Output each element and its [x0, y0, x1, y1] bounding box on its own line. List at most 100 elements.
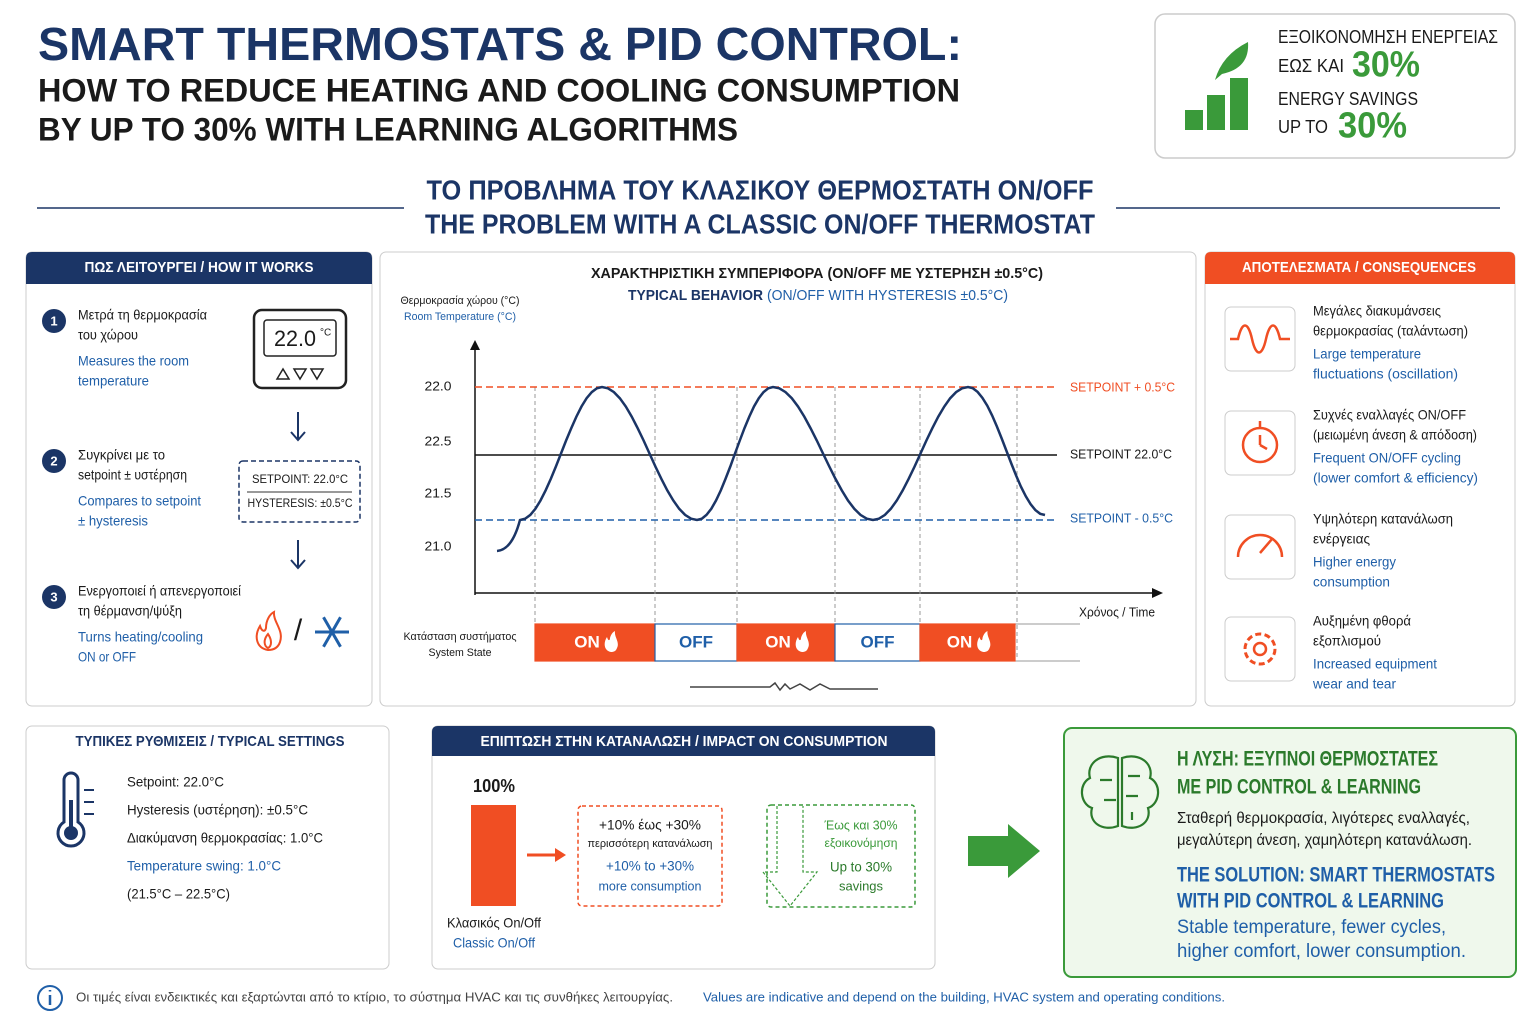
axis-label: System State — [429, 647, 492, 659]
line-label: SETPOINT + 0.5°C — [1070, 379, 1175, 394]
badge-text: ΕΩΣ ΚΑΙ — [1278, 56, 1344, 76]
step-text: setpoint ± υστέρηση — [78, 467, 187, 483]
chart-title: ΧΑΡΑΚΤΗΡΙΣΤΙΚΗ ΣΥΜΠΕΡΙΦΟΡΑ (ON/OFF ΜΕ ΥΣ… — [591, 265, 1043, 282]
panel-title: ΑΠΟΤΕΛΕΣΜΑΤΑ / CONSEQUENCES — [1242, 259, 1476, 276]
thermostat-screen — [263, 319, 337, 357]
footer-note: Οι τιμές είναι ενδεικτικές και εξαρτώντα… — [76, 989, 673, 1004]
solution-text: Stable temperature, fewer cycles, — [1177, 917, 1446, 938]
step-text: του χώρου — [78, 327, 138, 343]
big-arrow — [968, 824, 1040, 878]
timer-hands — [1258, 421, 1268, 451]
impact-text: εξοικονόμηση — [825, 836, 898, 850]
consequence-text: (lower comfort & efficiency) — [1313, 470, 1478, 486]
arrow-head — [290, 559, 306, 570]
gauge-icon — [1236, 533, 1284, 558]
setting-text: (21.5°C – 22.5°C) — [127, 886, 230, 902]
icon-box — [1224, 616, 1296, 682]
step-text: Measures the room — [78, 353, 189, 369]
solution-title: Η ΛΥΣΗ: ΕΞΥΠΝΟΙ ΘΕΡΜΟΣΤΑΤΕΣ — [1177, 748, 1438, 771]
step-text: ON or OFF — [78, 649, 136, 665]
panel-header — [26, 252, 372, 284]
setpoint-text: SETPOINT: 22.0°C — [252, 472, 348, 486]
impact-text: +10% έως +30% — [599, 817, 701, 833]
bar-icon — [1185, 110, 1203, 130]
axis-label: Χρόνος / Time — [1079, 604, 1155, 619]
bar-caption: Classic On/Off — [453, 935, 535, 951]
step-number: 2 — [50, 453, 57, 468]
slash: / — [294, 614, 303, 647]
impact-text: more consumption — [599, 878, 702, 893]
title: SMART THERMOSTATS & PID CONTROL: — [38, 18, 962, 70]
consequence-text: Μεγάλες διακυμάνσεις — [1313, 303, 1441, 319]
impact-text: +10% to +30% — [606, 858, 694, 874]
bar-caption: Κλασικός On/Off — [447, 915, 541, 931]
brain-icon — [1080, 755, 1160, 829]
consequence-text: consumption — [1313, 574, 1390, 590]
step-text: Συγκρίνει με το — [78, 447, 165, 463]
impact-text: savings — [839, 878, 883, 893]
consequence-text: Frequent ON/OFF cycling — [1313, 450, 1461, 466]
state-label: ON — [947, 632, 973, 651]
step-number-circle — [42, 309, 66, 333]
step-text: Compares to setpoint — [78, 493, 201, 509]
panel-title: ΕΠΙΠΤΩΣΗ ΣΤΗΝ ΚΑΤΑΝΑΛΩΣΗ / IMPACT ON CON… — [481, 733, 888, 750]
axis-label: Θερμοκρασία χώρου (°C) — [401, 295, 520, 307]
state-segment — [736, 623, 836, 662]
thermometer-icon — [56, 771, 86, 848]
gear-hub — [1252, 641, 1268, 657]
icon-box — [1224, 514, 1296, 580]
consequence-text: wear and tear — [1312, 676, 1396, 692]
state-segment — [919, 623, 1016, 662]
y-tick-label: 21.5 — [425, 485, 452, 500]
flame-icon — [255, 610, 282, 652]
step-text: Μετρά τη θερμοκρασία — [78, 307, 207, 323]
panel-header — [1205, 252, 1515, 284]
section-title: THE PROBLEM WITH A CLASSIC ON/OFF THERMO… — [425, 208, 1095, 239]
consequence-text: (μειωμένη άνεση & απόδοση) — [1313, 427, 1477, 443]
setting-text: Setpoint: 22.0°C — [127, 774, 224, 790]
step-text: ± hysteresis — [78, 513, 148, 529]
savings-box — [766, 804, 916, 908]
section-title: ΤΟ ΠΡΟΒΛΗΜΑ ΤΟΥ ΚΛΑΣΙΚΟΥ ΘΕΡΜΟΣΤΑΤΗ ON/O… — [427, 174, 1094, 205]
step-number: 3 — [50, 589, 57, 604]
consequence-text: fluctuations (oscillation) — [1313, 366, 1458, 382]
consequence-text: Higher energy — [1313, 554, 1396, 570]
solution-text: higher comfort, lower consumption. — [1177, 941, 1466, 962]
impact-text: Up to 30% — [830, 859, 892, 875]
panel-title: ΠΩΣ ΛΕΙΤΟΥΡΓΕΙ / HOW IT WORKS — [85, 259, 314, 276]
consequence-text: Large temperature — [1313, 346, 1421, 362]
info-icon — [37, 985, 63, 1011]
bar-label: 100% — [473, 776, 515, 796]
solution-title: ΜΕ PID CONTROL & LEARNING — [1177, 776, 1421, 799]
badge-value: 30% — [1338, 105, 1407, 146]
y-tick-label: 22.5 — [425, 433, 452, 448]
axis-arrow — [470, 340, 480, 350]
solution-panel — [1063, 727, 1517, 978]
step-text: Ενεργοποιεί ή απενεργοποιεί — [78, 583, 241, 599]
setting-text: Hysteresis (υστέρηση): ±0.5°C — [127, 802, 308, 818]
more-box — [577, 805, 723, 907]
panel-header — [432, 726, 935, 756]
gear-icon — [1243, 632, 1277, 666]
y-tick-label: 22.0 — [425, 378, 452, 393]
footer-note: Values are indicative and depend on the … — [703, 989, 1225, 1004]
panel-title: ΤΥΠΙΚΕΣ ΡΥΘΜΙΣΕΙΣ / TYPICAL SETTINGS — [76, 733, 345, 750]
consequence-text: θερμοκρασίας (ταλάντωση) — [1313, 323, 1468, 339]
line-label: SETPOINT 22.0°C — [1070, 446, 1172, 461]
thermostat-icon — [252, 308, 348, 390]
thermostat-buttons — [275, 367, 325, 381]
down-arrow — [761, 806, 819, 907]
consequence-text: Συχνές εναλλαγές ON/OFF — [1313, 407, 1466, 423]
panel — [25, 725, 390, 970]
chart-title: (ON/OFF WITH HYSTERESIS ±0.5°C) — [767, 287, 1008, 304]
subtitle: BY UP TO 30% WITH LEARNING ALGORITHMS — [38, 111, 738, 147]
thermostat-display: 22.0 — [274, 326, 316, 351]
step-text: τη θέρμανση/ψύξη — [78, 603, 182, 619]
impact-text: Έως και 30% — [824, 817, 898, 832]
badge-text: ΕΞΟΙΚΟΝΟΜΗΣΗ ΕΝΕΡΓΕΙΑΣ — [1278, 27, 1498, 47]
state-label: OFF — [861, 632, 895, 651]
state-label: OFF — [679, 632, 713, 651]
consumption-bar — [471, 805, 516, 906]
y-tick-label: 21.0 — [425, 538, 452, 553]
step-text: Turns heating/cooling — [78, 629, 203, 645]
